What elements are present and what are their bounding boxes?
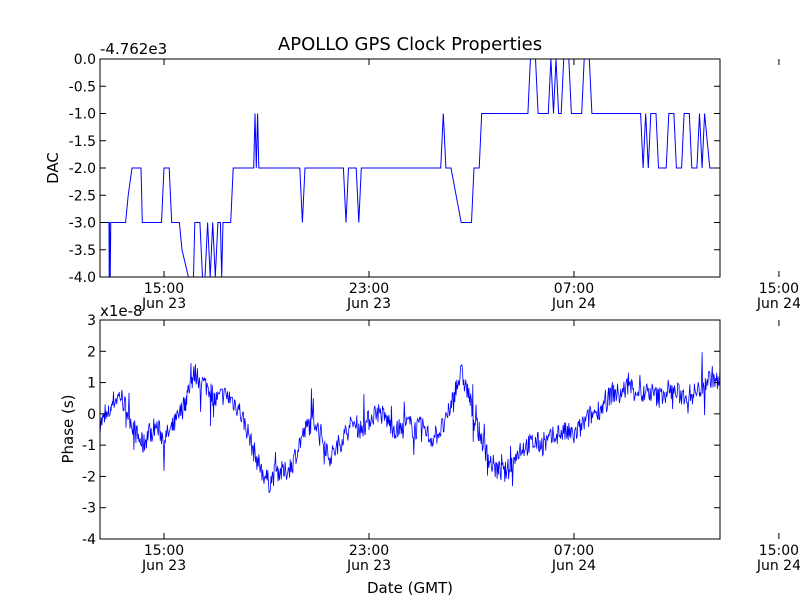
top-y-tick-label: -4.0	[69, 270, 96, 286]
bottom-x-tick-time: 15:00	[144, 543, 184, 559]
top-y-tick-label: -1.0	[69, 107, 96, 123]
top-x-tick-time: 23:00	[349, 281, 389, 297]
top-y-tick-label: -2.0	[69, 161, 96, 177]
top-y-axis-label: DAC	[44, 152, 62, 184]
bottom-y-offset-label: x1e-8	[100, 302, 143, 320]
top-x-tick-time: 15:00	[144, 281, 184, 297]
top-y-tick-label: -3.0	[69, 216, 96, 232]
bottom-y-tick-label: -3	[82, 501, 96, 517]
bottom-y-tick-label: 3	[87, 313, 96, 329]
bottom-y-tick-label: 0	[87, 407, 96, 423]
top-y-tick-label: -3.5	[69, 243, 96, 259]
top-y-tick-label: 0.0	[74, 52, 96, 68]
top-x-tick-date: Jun 24	[551, 296, 596, 312]
top-plot-area	[100, 59, 720, 277]
bottom-y-tick-label: -4	[82, 532, 96, 548]
top-x-tick-date: Jun 24	[756, 296, 800, 312]
bottom-y-axis-label: Phase (s)	[59, 394, 77, 463]
bottom-y-tick-label: 1	[87, 376, 96, 392]
bottom-y-tick-label: -2	[82, 469, 96, 485]
top-series-line	[100, 59, 720, 277]
bottom-x-tick-time: 23:00	[349, 543, 389, 559]
bottom-x-axis-label: Date (GMT)	[367, 579, 453, 597]
top-y-offset-label: -4.762e3	[100, 40, 167, 58]
bottom-x-tick-date: Jun 24	[756, 558, 800, 574]
top-x-tick-date: Jun 23	[141, 296, 186, 312]
bottom-series-line	[100, 352, 720, 494]
bottom-x-tick-time: 07:00	[554, 543, 594, 559]
bottom-x-tick-time: 15:00	[759, 543, 799, 559]
chart-title: APOLLO GPS Clock Properties	[278, 34, 542, 55]
top-x-tick-time: 07:00	[554, 281, 594, 297]
top-x-tick-time: 15:00	[759, 281, 799, 297]
bottom-x-tick-date: Jun 23	[346, 558, 391, 574]
bottom-y-tick-label: 2	[87, 344, 96, 360]
bottom-x-tick-date: Jun 23	[141, 558, 186, 574]
bottom-y-tick-label: -1	[82, 438, 96, 454]
top-y-tick-label: -2.5	[69, 188, 96, 204]
top-y-tick-label: -1.5	[69, 134, 96, 150]
bottom-plot-area	[100, 352, 720, 494]
bottom-axes-frame	[99, 319, 721, 540]
top-x-tick-date: Jun 23	[346, 296, 391, 312]
top-y-tick-label: -0.5	[69, 79, 96, 95]
bottom-x-tick-date: Jun 24	[551, 558, 596, 574]
